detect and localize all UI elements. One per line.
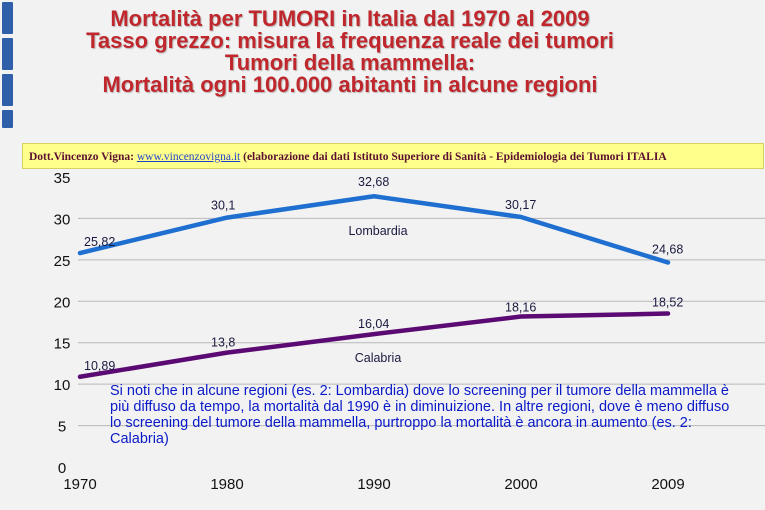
x-tick-label: 2000 (504, 476, 537, 493)
y-tick-label: 35 (54, 170, 71, 187)
y-tick-label: 25 (54, 253, 71, 270)
series-name-label: Calabria (355, 351, 402, 365)
data-label: 18,16 (505, 301, 536, 315)
decoration-bar (2, 38, 13, 70)
credit-source: (elaborazione dai dati Istituto Superior… (243, 151, 667, 163)
y-tick-label: 20 (54, 294, 71, 311)
credit-author: Dott.Vincenzo Vigna: (29, 151, 134, 163)
y-tick-label: 0 (58, 460, 66, 477)
x-tick-label: 1970 (63, 476, 96, 493)
title-line-2: Tasso grezzo: misura la frequenza reale … (86, 28, 614, 53)
data-label: 16,04 (358, 317, 389, 331)
x-tick-label: 2009 (651, 476, 684, 493)
decoration-bar (2, 110, 13, 128)
decoration-bar (2, 74, 13, 106)
data-label: 18,52 (652, 296, 683, 310)
series-line-lombardia (77, 193, 671, 265)
series-line-calabria (77, 311, 671, 380)
y-tick-label: 30 (54, 211, 71, 228)
page-title: Mortalità per TUMORI in Italia dal 1970 … (0, 8, 700, 96)
author-website-link[interactable]: www.vincenzovigna.it (136, 151, 241, 163)
data-label: 13,8 (211, 336, 235, 350)
data-label: 24,68 (652, 243, 683, 257)
chart-note: Si noti che in alcune regioni (es. 2: Lo… (110, 383, 730, 447)
data-label: 10,89 (84, 359, 115, 373)
credit-banner: Dott.Vincenzo Vigna: www.vincenzovigna.i… (22, 143, 764, 169)
y-tick-label: 10 (54, 377, 71, 394)
x-tick-label: 1990 (357, 476, 390, 493)
y-tick-label: 15 (54, 336, 71, 353)
title-line-1: Mortalità per TUMORI in Italia dal 1970 … (110, 6, 590, 31)
x-tick-label: 1980 (210, 476, 243, 493)
decoration-bar (2, 2, 13, 34)
y-tick-label: 5 (58, 419, 66, 436)
left-decoration (0, 0, 16, 130)
data-label: 30,1 (211, 199, 235, 213)
data-label: 30,17 (505, 198, 536, 212)
data-label: 32,68 (358, 175, 389, 189)
series-name-label: Lombardia (348, 224, 407, 238)
title-line-4: Mortalità ogni 100.000 abitanti in alcun… (102, 72, 598, 97)
data-label: 25,82 (84, 235, 115, 249)
title-line-3: Tumori della mammella: (224, 50, 476, 75)
